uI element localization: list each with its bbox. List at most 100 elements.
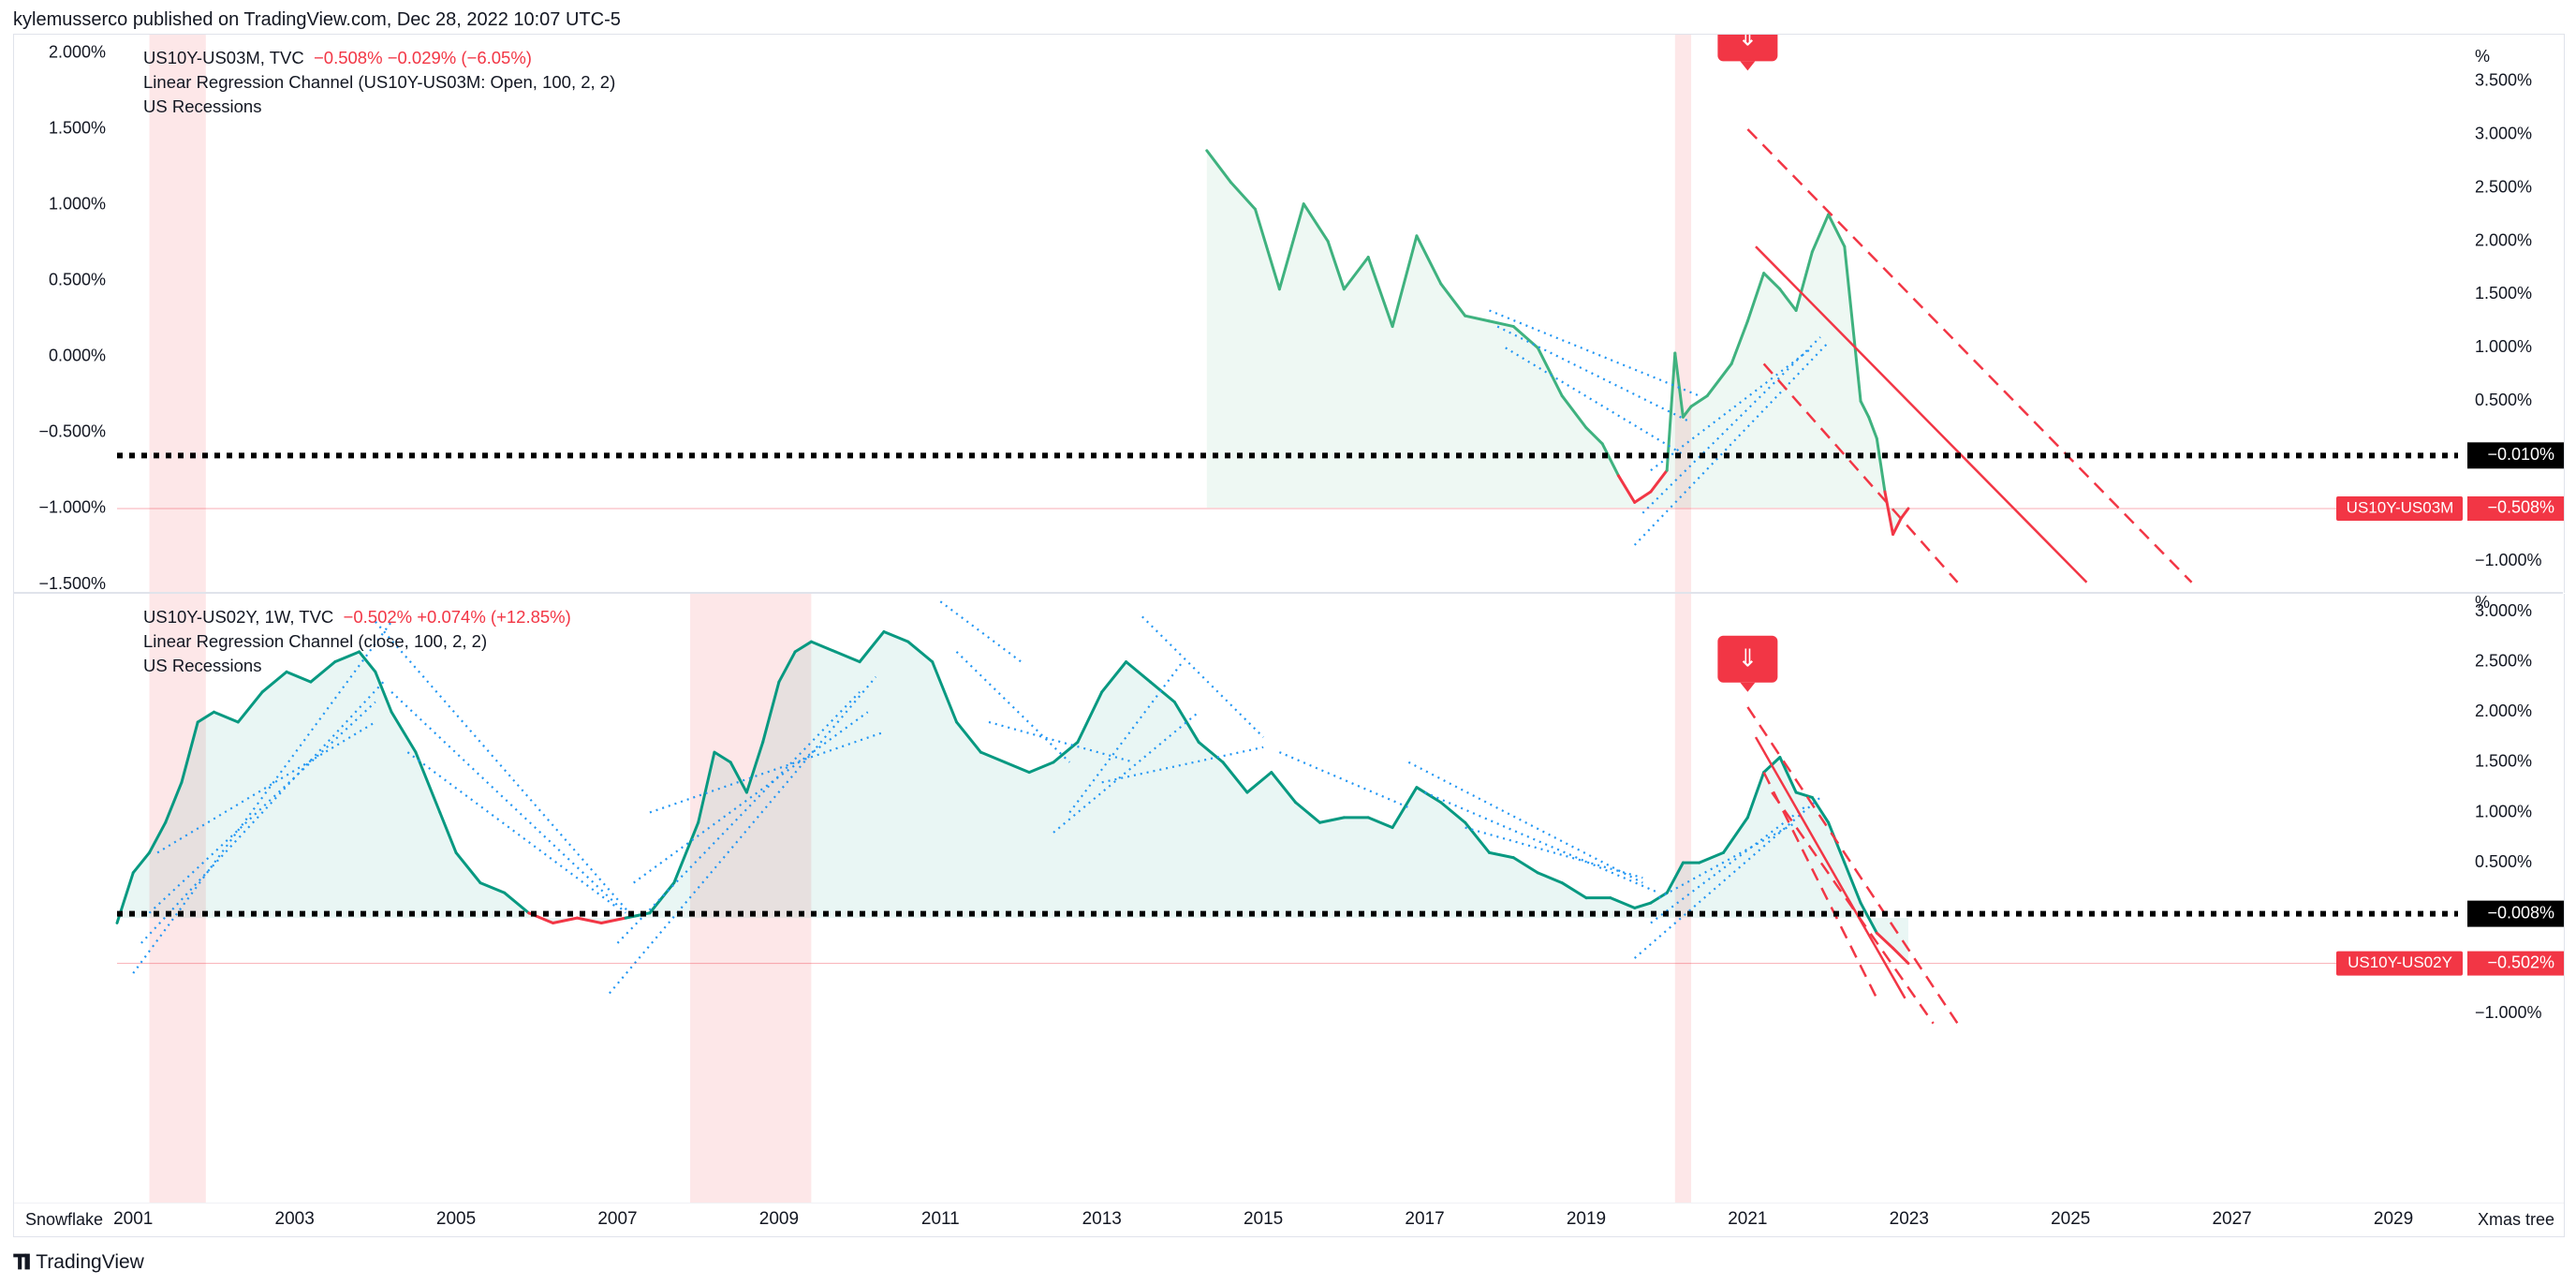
series-segment[interactable] (1415, 234, 1443, 286)
series-segment[interactable] (1722, 816, 1749, 854)
series-segment[interactable] (390, 710, 418, 754)
down-arrow-marker[interactable] (1717, 635, 1778, 683)
series-segment[interactable] (648, 881, 676, 915)
series-segment[interactable] (1511, 856, 1539, 875)
channel-line[interactable] (1754, 736, 1906, 999)
series-segment[interactable] (729, 761, 748, 794)
regression-line[interactable] (1633, 796, 1821, 959)
series-segment[interactable] (147, 820, 168, 854)
series-segment[interactable] (599, 916, 627, 924)
series-segment[interactable] (1745, 771, 1766, 820)
series-segment[interactable] (1366, 256, 1394, 329)
series-segment[interactable] (793, 640, 813, 654)
series-segment[interactable] (1464, 820, 1492, 854)
series-segment[interactable] (1584, 426, 1604, 446)
series-segment[interactable] (1326, 240, 1346, 291)
series-segment[interactable] (1843, 861, 1862, 905)
top-indicator-label[interactable]: Linear Regression Channel (US10Y-US03M: … (143, 72, 616, 92)
series-segment[interactable] (1859, 901, 1878, 935)
series-segment[interactable] (1100, 660, 1128, 694)
series-segment[interactable] (1698, 850, 1726, 864)
series-segment[interactable] (1221, 761, 1249, 794)
regression-line[interactable] (939, 600, 1023, 663)
series-segment[interactable] (1245, 771, 1273, 794)
series-segment[interactable] (1536, 346, 1564, 398)
series-segment[interactable] (1673, 351, 1685, 419)
series-segment[interactable] (575, 916, 603, 924)
series-segment[interactable] (552, 916, 579, 924)
series-segment[interactable] (1633, 901, 1653, 909)
series-segment[interactable] (1875, 436, 1887, 494)
series-segment[interactable] (1464, 314, 1492, 323)
snowflake-label[interactable]: Snowflake (25, 1210, 104, 1229)
series-segment[interactable] (196, 710, 215, 724)
series-segment[interactable] (1892, 946, 1910, 966)
series-segment[interactable] (809, 640, 837, 654)
series-segment[interactable] (1883, 490, 1895, 537)
series-segment[interactable] (1730, 319, 1749, 365)
series-segment[interactable] (1609, 896, 1637, 909)
series-segment[interactable] (438, 811, 458, 854)
series-segment[interactable] (1488, 319, 1515, 329)
series-segment[interactable] (1794, 790, 1814, 799)
series-segment[interactable] (697, 750, 716, 824)
series-segment[interactable] (1794, 250, 1814, 313)
symbol-badge[interactable] (2336, 951, 2463, 976)
series-segment[interactable] (1391, 786, 1419, 830)
series-segment[interactable] (1705, 362, 1733, 398)
bottom-symbol[interactable]: US10Y-US02Y, 1W, TVC (143, 607, 334, 627)
series-segment[interactable] (1536, 871, 1564, 885)
series-segment[interactable] (1366, 816, 1394, 830)
series-segment[interactable] (1681, 405, 1693, 419)
channel-line[interactable] (1771, 791, 1935, 1025)
series-segment[interactable] (1125, 660, 1152, 684)
series-segment[interactable] (454, 850, 482, 885)
regression-line[interactable] (1505, 347, 1684, 456)
series-segment[interactable] (672, 820, 700, 885)
regression-line[interactable] (1101, 746, 1264, 784)
series-segment[interactable] (1148, 680, 1176, 704)
regression-line[interactable] (1141, 615, 1264, 738)
series-segment[interactable] (1810, 795, 1831, 824)
series-segment[interactable] (236, 690, 264, 724)
series-segment[interactable] (1899, 507, 1910, 520)
down-arrow-marker[interactable] (1717, 35, 1778, 62)
series-segment[interactable] (1027, 761, 1055, 775)
regression-line[interactable] (1633, 341, 1830, 546)
regression-line[interactable] (1489, 309, 1700, 397)
series-segment[interactable] (1488, 850, 1515, 860)
series-segment[interactable] (1778, 288, 1798, 313)
series-segment[interactable] (1270, 771, 1298, 805)
series-segment[interactable] (955, 720, 982, 754)
bottom-chart-pane[interactable]: ⇓% 3.000% 2.500% 2.000% 1.500% 1.000% 0.500% −1… (13, 594, 2565, 1237)
bottom-indicator-label[interactable]: Linear Regression Channel (close, 100, 2… (143, 631, 488, 651)
series-segment[interactable] (979, 750, 1007, 764)
series-segment[interactable] (1810, 213, 1831, 254)
series-segment[interactable] (1254, 207, 1281, 291)
series-segment[interactable] (713, 750, 732, 764)
series-segment[interactable] (478, 881, 507, 894)
channel-line[interactable] (1762, 362, 1959, 583)
channel-line[interactable] (1755, 245, 2088, 583)
series-segment[interactable] (1665, 861, 1685, 894)
series-segment[interactable] (1665, 351, 1677, 472)
series-segment[interactable] (1859, 399, 1871, 419)
series-segment[interactable] (1439, 282, 1467, 318)
channel-line[interactable] (1746, 128, 2193, 583)
series-segment[interactable] (374, 670, 393, 714)
series-segment[interactable] (333, 650, 361, 664)
series-segment[interactable] (1391, 234, 1419, 329)
top-chart-pane[interactable]: ⇓ 2.000% 1.500% 1.000% 0.500% 0.000% −0.500% −1… (13, 34, 2565, 593)
series-segment[interactable] (1342, 256, 1370, 291)
series-segment[interactable] (260, 670, 288, 694)
series-segment[interactable] (1560, 881, 1588, 900)
series-segment[interactable] (1205, 149, 1233, 185)
series-segment[interactable] (212, 710, 240, 724)
series-segment[interactable] (858, 629, 886, 664)
series-segment[interactable] (833, 650, 861, 664)
series-segment[interactable] (1003, 761, 1031, 775)
series-segment[interactable] (1302, 202, 1330, 244)
series-segment[interactable] (1689, 394, 1709, 408)
series-segment[interactable] (1843, 244, 1862, 403)
xmas-tree-label[interactable]: Xmas tree (2477, 1210, 2554, 1229)
